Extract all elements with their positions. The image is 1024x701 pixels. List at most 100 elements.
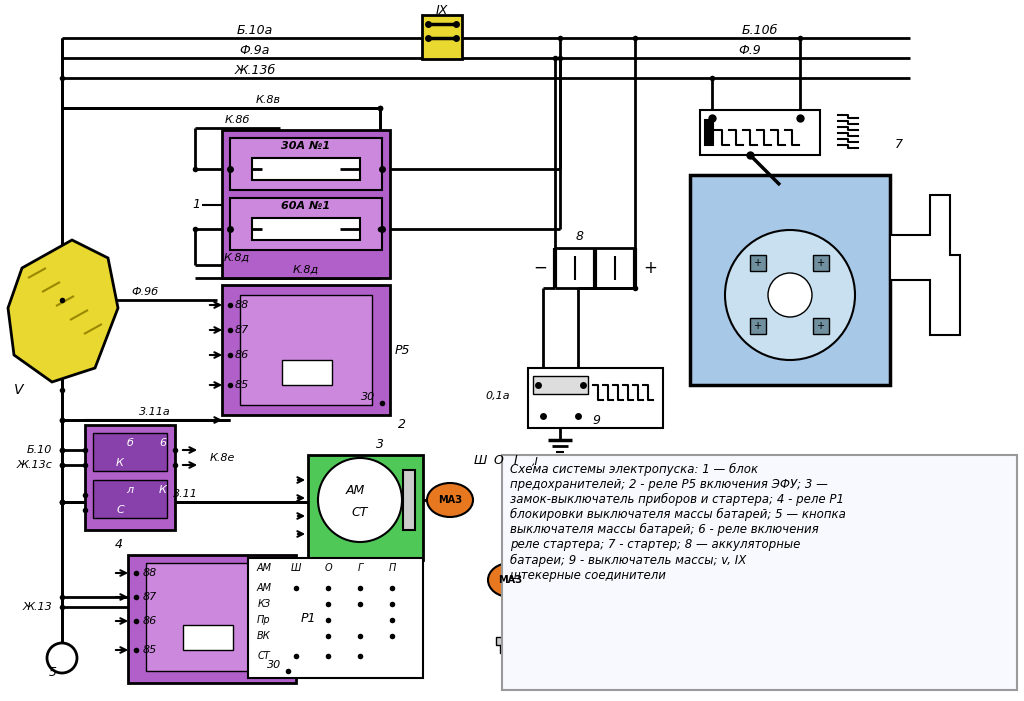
Bar xyxy=(813,318,829,334)
Text: С: С xyxy=(116,505,124,515)
Text: 3: 3 xyxy=(376,439,384,451)
Bar xyxy=(500,645,520,653)
Text: б: б xyxy=(127,438,133,448)
Text: 0,1а: 0,1а xyxy=(485,391,510,401)
Circle shape xyxy=(725,230,855,360)
Text: К.8в: К.8в xyxy=(256,95,281,105)
Text: IX: IX xyxy=(436,4,449,17)
Bar xyxy=(705,120,713,145)
Text: О: О xyxy=(325,563,332,573)
Text: 86: 86 xyxy=(143,616,157,626)
Bar xyxy=(813,255,829,271)
Text: Ш: Ш xyxy=(473,454,486,466)
Text: +: + xyxy=(754,321,762,331)
Text: 88: 88 xyxy=(143,568,157,578)
Circle shape xyxy=(47,643,77,673)
Text: К.8д: К.8д xyxy=(293,265,319,275)
Text: л: л xyxy=(126,485,133,495)
Text: +: + xyxy=(754,258,762,268)
Text: I: I xyxy=(514,454,518,466)
Text: Б.10: Б.10 xyxy=(27,445,52,455)
Text: 7: 7 xyxy=(895,139,903,151)
Bar xyxy=(502,455,1017,690)
Bar xyxy=(403,470,415,530)
Text: К: К xyxy=(159,485,167,495)
Text: Пр: Пр xyxy=(257,615,270,625)
Bar xyxy=(230,138,382,190)
Text: 60А №1: 60А №1 xyxy=(282,201,331,211)
Bar xyxy=(93,433,167,471)
Bar xyxy=(85,425,175,530)
Text: 30: 30 xyxy=(267,660,282,670)
Text: 85: 85 xyxy=(143,645,157,655)
Text: К.8б: К.8б xyxy=(224,115,250,125)
Text: +: + xyxy=(817,258,825,268)
Text: 2: 2 xyxy=(398,418,406,432)
Bar xyxy=(240,295,372,405)
Bar xyxy=(750,255,766,271)
Text: 3.11: 3.11 xyxy=(173,489,198,499)
Text: К.8е: К.8е xyxy=(210,453,236,463)
Text: Р5: Р5 xyxy=(394,343,410,357)
Text: П: П xyxy=(388,563,395,573)
Text: Ш: Ш xyxy=(291,563,301,573)
Bar xyxy=(222,285,390,415)
Text: +: + xyxy=(643,259,657,277)
Bar xyxy=(700,110,820,155)
Text: −: − xyxy=(534,259,547,277)
Bar xyxy=(750,318,766,334)
Text: 1: 1 xyxy=(193,198,200,212)
Bar xyxy=(496,637,524,645)
Text: 30А №1: 30А №1 xyxy=(282,141,331,151)
Text: 4: 4 xyxy=(115,538,123,552)
Text: Б.10а: Б.10а xyxy=(237,25,273,37)
Text: Г: Г xyxy=(357,563,362,573)
Text: СТ: СТ xyxy=(352,505,369,519)
Bar xyxy=(690,175,890,385)
Text: 8: 8 xyxy=(575,229,584,243)
Bar xyxy=(528,368,663,428)
Text: Р1: Р1 xyxy=(300,613,315,625)
Text: АМ: АМ xyxy=(345,484,365,496)
Circle shape xyxy=(318,458,402,542)
Polygon shape xyxy=(8,240,118,382)
Text: Ф.9б: Ф.9б xyxy=(131,287,159,297)
Text: 3.11а: 3.11а xyxy=(139,407,171,417)
Text: 9: 9 xyxy=(592,414,600,426)
Text: К.8д: К.8д xyxy=(224,253,250,263)
Bar xyxy=(503,653,517,659)
Text: Ж.13б: Ж.13б xyxy=(234,64,275,78)
Text: АМ: АМ xyxy=(256,563,271,573)
Bar xyxy=(248,558,423,678)
Circle shape xyxy=(520,472,556,508)
Bar xyxy=(183,625,233,650)
Text: К: К xyxy=(116,458,124,468)
Text: Ж.13: Ж.13 xyxy=(23,602,52,612)
Bar xyxy=(282,360,332,385)
Bar xyxy=(504,597,516,643)
Text: Ф.9: Ф.9 xyxy=(738,44,762,57)
Text: АМ: АМ xyxy=(256,583,271,593)
Text: СТ: СТ xyxy=(258,651,270,661)
Text: 86: 86 xyxy=(234,350,249,360)
Text: О: О xyxy=(494,454,503,466)
Text: МАЗ: МАЗ xyxy=(498,575,522,585)
Text: 30: 30 xyxy=(360,392,375,402)
Bar xyxy=(146,563,278,671)
Ellipse shape xyxy=(488,563,532,597)
Text: Ф.9а: Ф.9а xyxy=(240,44,270,57)
Text: МАЗ: МАЗ xyxy=(438,495,462,505)
Text: КЗ: КЗ xyxy=(257,599,270,609)
Text: 5: 5 xyxy=(49,665,57,679)
Text: 87: 87 xyxy=(234,325,249,335)
Text: ,I: ,I xyxy=(531,457,539,467)
Text: 88: 88 xyxy=(234,300,249,310)
Bar xyxy=(252,218,360,240)
Bar xyxy=(308,455,423,560)
Bar xyxy=(252,158,360,180)
Text: V: V xyxy=(14,383,24,397)
Bar xyxy=(93,480,167,518)
Polygon shape xyxy=(890,195,961,335)
Text: ВК: ВК xyxy=(257,631,270,641)
Circle shape xyxy=(768,273,812,317)
